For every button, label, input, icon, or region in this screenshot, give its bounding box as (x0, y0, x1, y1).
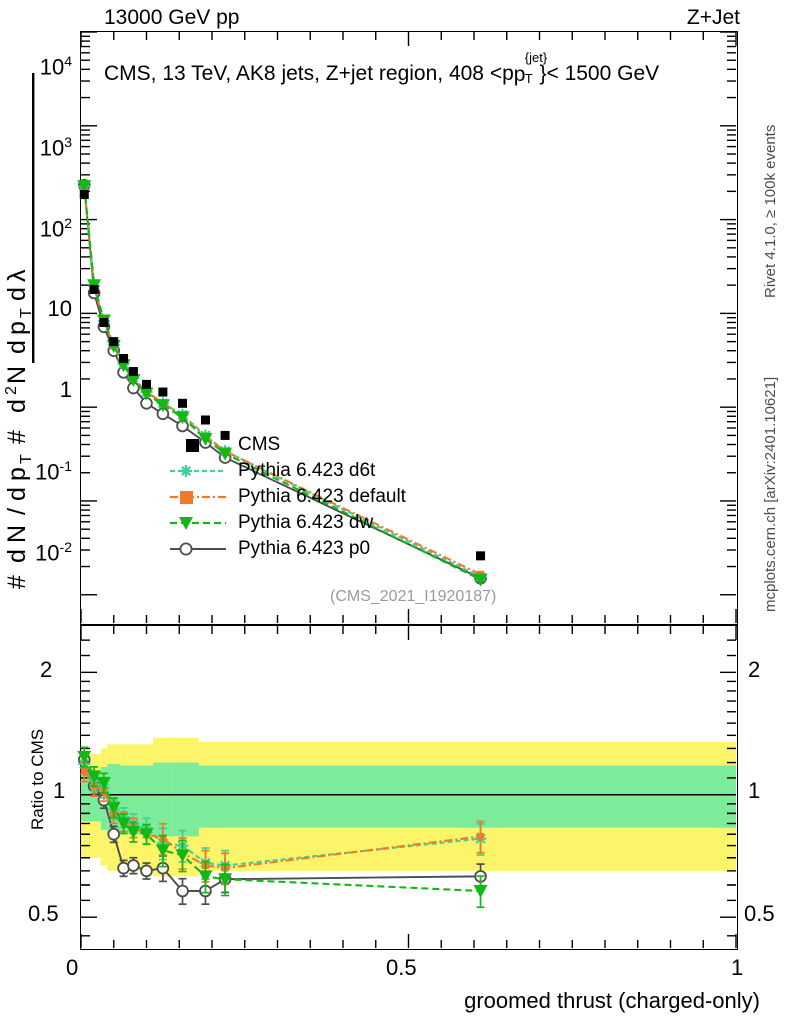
mcplots-reference-label: mcplots.cern.ch [arXiv:2401.10621] (762, 376, 779, 612)
svg-text:T: T (18, 454, 35, 464)
main-data-series (77, 179, 488, 587)
y-tick-10e2: 102 (39, 215, 72, 242)
legend-label-default: Pythia 6.423 default (238, 486, 406, 507)
legend-label-dw: Pythia 6.423 dw (238, 512, 374, 533)
ratio-y-axis-label: Ratio to CMS (28, 728, 47, 830)
y-tick-1: 1 (59, 377, 72, 402)
ratio-plot-panel (77, 625, 738, 950)
ratio-y-tick-05-left: 0.5 (28, 901, 59, 926)
y-axis-label-svg: # d N / d p T # d 2 N d p T d λ (3, 73, 35, 589)
legend-label-d6t: Pythia 6.423 d6t (238, 460, 376, 481)
svg-text:λ: λ (3, 269, 31, 282)
svg-text:#: # (3, 430, 31, 444)
legend-label-p0: Pythia 6.423 p0 (238, 538, 371, 559)
ratio-uncertainty-bands (81, 737, 737, 877)
legend-key-cms (170, 432, 228, 458)
ratio-plot-svg (77, 626, 737, 948)
svg-text:2: 2 (3, 386, 20, 395)
main-y-tick-labels: 104 103 102 10 1 10-1 10-2 (0, 31, 76, 625)
svg-text:d: d (3, 287, 31, 301)
svg-text:#: # (3, 575, 31, 589)
y-tick-10em2: 10-2 (35, 539, 72, 566)
svg-text:d: d (3, 399, 31, 413)
svg-text:T: T (18, 308, 35, 318)
ratio-y-tick-05-right: 0.5 (744, 901, 775, 926)
svg-text:d: d (3, 340, 31, 354)
analysis-id-label: (CMS_2021_I1920187) (330, 588, 497, 605)
x-tick-1: 1 (731, 955, 744, 980)
ratio-y-tick-1-right: 1 (748, 778, 761, 803)
rivet-version-label: Rivet 4.1.0, ≥ 100k events (762, 124, 779, 298)
y-tick-10em1: 10-1 (35, 458, 72, 485)
svg-text:N: N (3, 366, 31, 384)
legend-key-default (170, 484, 228, 510)
y-tick-10e3: 103 (39, 134, 72, 161)
svg-text:p: p (3, 321, 31, 335)
main-plot-svg (77, 31, 737, 623)
ratio-data-series (77, 746, 488, 909)
y-tick-10e4: 104 (39, 53, 72, 80)
svg-text:N: N (3, 525, 31, 543)
ratio-y-tick-2-right: 2 (748, 657, 761, 682)
ratio-axis-ticks (80, 626, 737, 948)
plot-subtitle: CMS, 13 TeV, AK8 jets, Z+jet region, 408… (104, 50, 660, 86)
x-axis-title: groomed thrust (charged-only) (464, 988, 760, 1013)
x-tick-05: 0.5 (386, 955, 417, 980)
main-plot-panel (77, 31, 738, 625)
beam-energy-label: 13000 GeV pp (104, 6, 240, 29)
ratio-y-tick-2-left: 2 (40, 657, 53, 682)
legend-key-dw (170, 510, 228, 536)
x-tick-0: 0 (66, 955, 79, 980)
y-tick-10: 10 (47, 296, 72, 321)
svg-text:/: / (3, 508, 31, 515)
main-axis-ticks (80, 31, 737, 623)
legend-key-d6t (170, 458, 228, 484)
main-y-axis-label: # d N / d p T # d 2 N d p T d λ (3, 31, 76, 625)
svg-text:d: d (3, 549, 31, 563)
svg-text:d: d (3, 487, 31, 501)
legend-label-cms: CMS (238, 434, 281, 455)
legend-key-p0 (170, 536, 228, 562)
region-label: Z+Jet (686, 6, 740, 29)
svg-text:p: p (3, 467, 31, 481)
ratio-y-tick-1-left: 1 (53, 778, 66, 803)
